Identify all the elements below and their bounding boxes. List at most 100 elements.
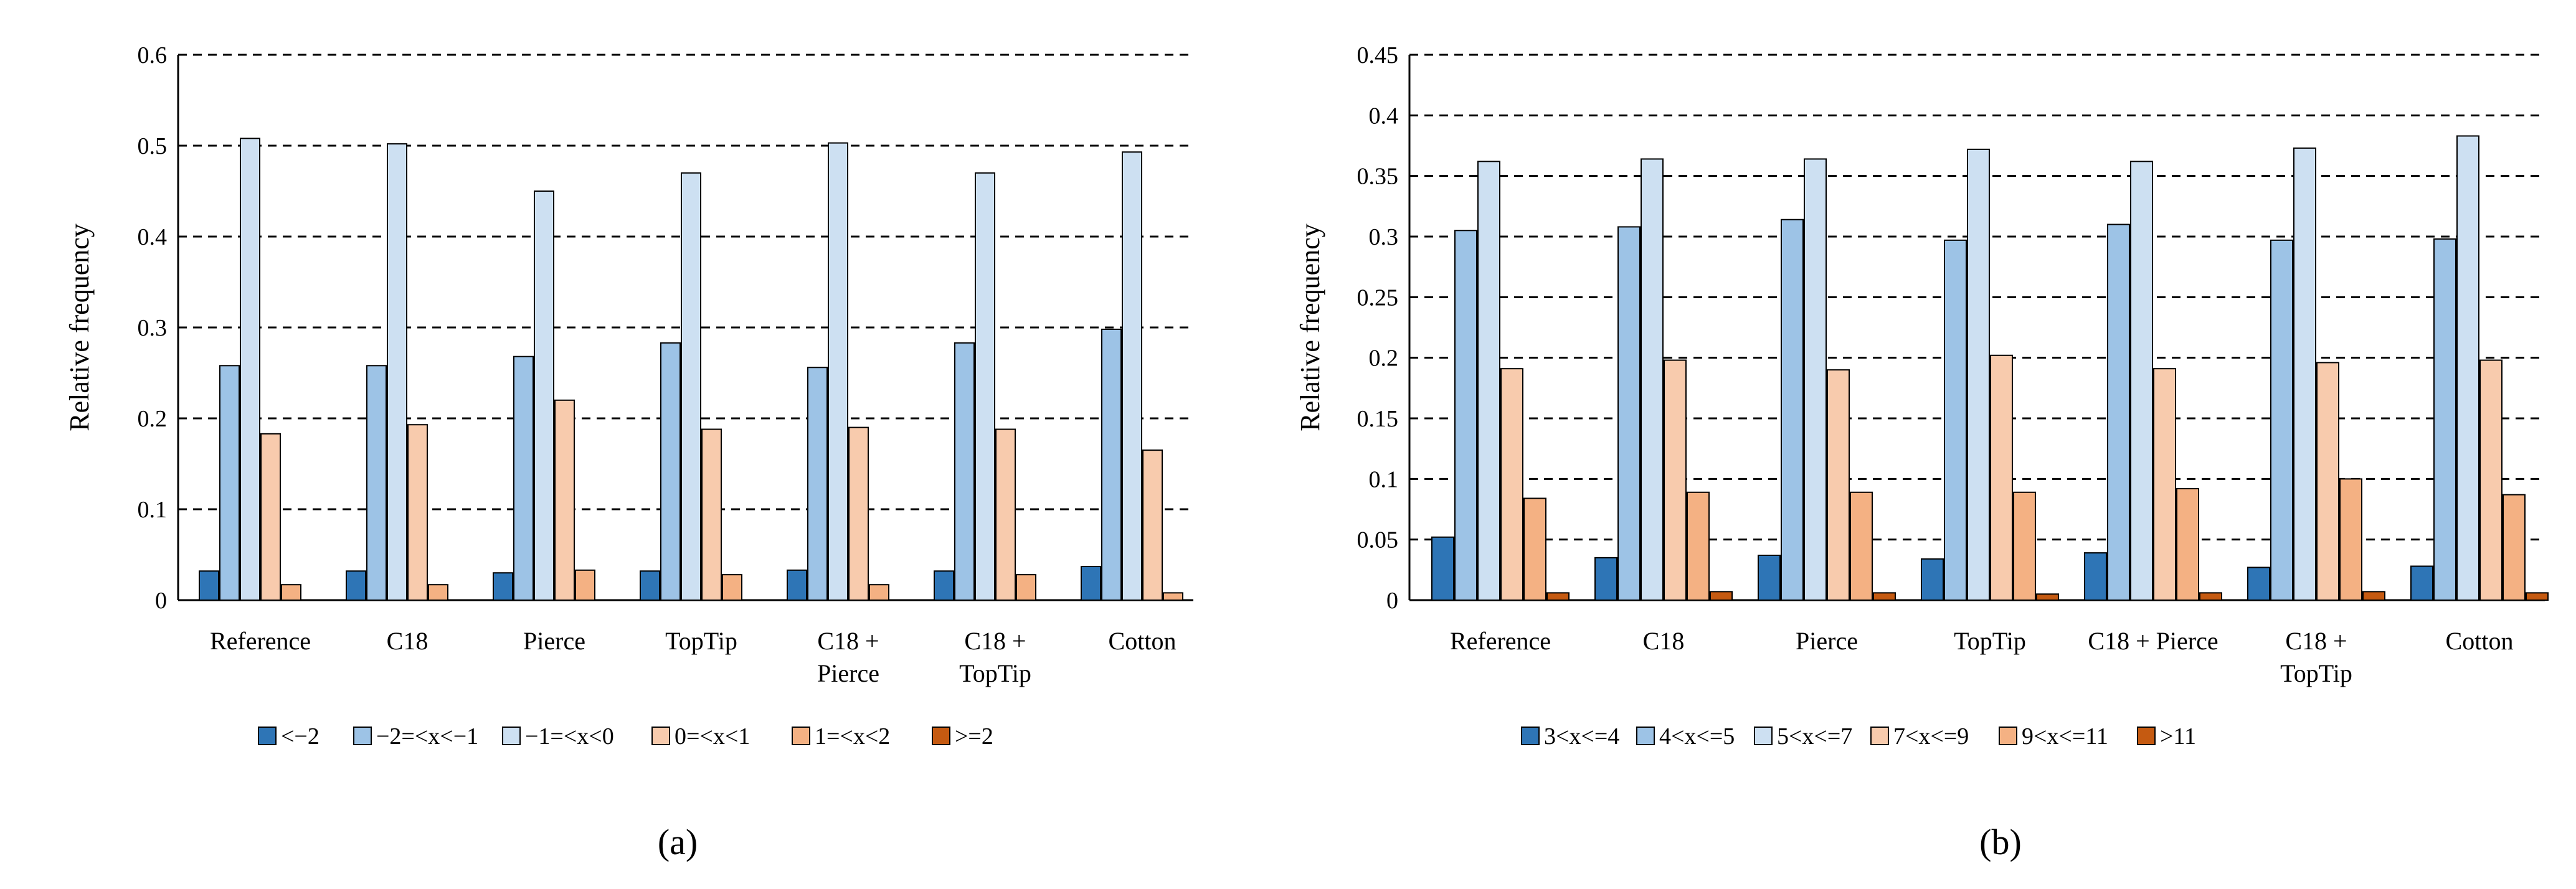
bar <box>1431 536 1454 601</box>
bar <box>240 138 260 601</box>
bar <box>493 572 513 601</box>
y-tick-label: 0.6 <box>138 42 168 68</box>
legend-swatch <box>1999 727 2017 745</box>
bar <box>2433 238 2456 601</box>
bar <box>428 584 448 601</box>
bar <box>2199 592 2222 601</box>
bar <box>1921 558 1944 601</box>
panel-label: (a) <box>658 822 698 862</box>
legend-swatch <box>1754 727 1773 745</box>
bar <box>660 342 681 601</box>
y-tick-label: 0 <box>1386 588 1398 614</box>
y-axis-label: Relative frequency <box>64 223 95 431</box>
x-tick-label: C18 <box>1643 627 1685 655</box>
x-tick-label: Pierce <box>1796 627 1858 655</box>
bar <box>2456 135 2479 601</box>
x-tick-label: Reference <box>210 627 311 655</box>
bar <box>387 143 407 601</box>
x-tick-label: Reference <box>1450 627 1551 655</box>
bar <box>1827 369 1850 601</box>
x-tick-label: C18 <box>387 627 429 655</box>
bar <box>869 584 889 601</box>
bar <box>1163 592 1183 601</box>
bar <box>2130 161 2153 601</box>
bar <box>1710 591 1733 601</box>
bar <box>1641 158 1664 601</box>
bar <box>2084 552 2107 601</box>
y-tick-label: 0.05 <box>1357 527 1399 553</box>
legend-swatch <box>353 727 372 745</box>
y-tick-label: 0.3 <box>1369 224 1399 250</box>
legend-label: 3<x<=4 <box>1544 723 1619 750</box>
y-tick-label: 0.3 <box>138 315 168 341</box>
bar <box>2176 487 2199 601</box>
legend-swatch <box>932 727 950 745</box>
bar <box>1967 148 1990 601</box>
bar <box>2362 591 2385 601</box>
panel-a-chart: 0 0.1 0.2 0.3 0.4 0.5 0.6 Relative frequency Ref… <box>64 42 1193 862</box>
panel-label: (b) <box>1979 822 2022 862</box>
bar <box>1477 161 1500 601</box>
bar <box>2107 223 2130 601</box>
legend-swatch <box>2137 727 2156 745</box>
bar <box>513 355 534 601</box>
bar <box>2503 494 2526 601</box>
legend-swatch <box>258 727 277 745</box>
bar <box>701 428 722 601</box>
bar <box>2479 359 2503 601</box>
y-tick-label: 0.1 <box>1369 466 1399 492</box>
legend-label: 4<x<=5 <box>1659 723 1735 750</box>
bar <box>2036 593 2059 601</box>
legend-label: <−2 <box>281 723 320 750</box>
x-tick-label: Pierce <box>817 659 879 687</box>
bar <box>2270 239 2293 601</box>
y-tick-label: 0.35 <box>1357 164 1399 190</box>
legend-swatch <box>792 727 810 745</box>
bar <box>2526 592 2549 601</box>
legend-label: 9<x<=11 <box>2022 723 2108 750</box>
bar <box>2316 362 2339 601</box>
bar <box>640 570 660 601</box>
bar <box>199 570 219 601</box>
bar <box>934 570 954 601</box>
bar <box>807 367 828 601</box>
y-tick-label: 0.4 <box>1369 103 1399 129</box>
bar <box>1454 230 1477 601</box>
x-tick-label: TopTip <box>1954 627 2026 655</box>
bar <box>681 172 701 601</box>
x-tick-label: Cotton <box>1109 627 1177 655</box>
bar <box>1850 491 1873 601</box>
bar <box>260 433 281 601</box>
bar <box>1081 565 1101 601</box>
legend-label: >11 <box>2160 723 2196 750</box>
bar <box>1594 557 1617 601</box>
legend-swatch <box>1521 727 1540 745</box>
bar <box>554 399 575 601</box>
legend-label: >=2 <box>955 723 993 750</box>
bar <box>1804 158 1827 601</box>
bar <box>2153 368 2176 601</box>
bar <box>1664 359 1687 601</box>
bar <box>954 342 975 601</box>
y-tick-label: 0.2 <box>1369 346 1399 372</box>
bar <box>995 428 1016 601</box>
bar <box>1873 592 1896 601</box>
x-tick-label: TopTip <box>2280 659 2352 687</box>
bar <box>1546 592 1570 601</box>
x-tick-label: C18 + Pierce <box>2088 627 2218 655</box>
bar <box>975 172 995 601</box>
bar <box>1142 449 1163 601</box>
legend-swatch <box>651 727 670 745</box>
x-tick-label: C18 + <box>964 627 1026 655</box>
bar <box>575 569 595 601</box>
bar <box>1523 497 1546 601</box>
bar <box>1500 368 1523 601</box>
bar <box>1990 354 2013 601</box>
bar <box>281 584 301 601</box>
bar <box>787 569 807 601</box>
legend-label: −2=<x<−1 <box>376 723 478 750</box>
legend-swatch <box>1870 727 1889 745</box>
x-tick-label: Pierce <box>523 627 585 655</box>
y-axis-label: Relative frequency <box>1295 223 1325 431</box>
